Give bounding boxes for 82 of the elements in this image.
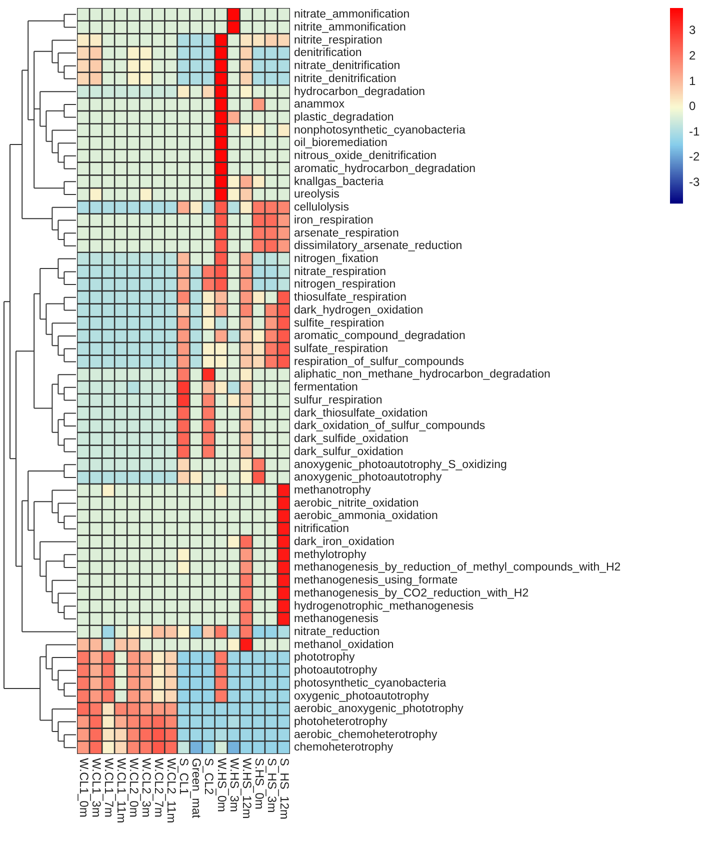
- y-tick-label: plastic_degradation: [294, 112, 394, 124]
- x-tick-label: W.CL2_11m: [164, 758, 179, 824]
- x-tick-label: Green_mat: [190, 758, 204, 819]
- y-tick-label: respiration_of_sulfur_compounds: [294, 356, 464, 368]
- y-tick-label: chemoheterotrophy: [294, 742, 394, 754]
- y-tick-label: aliphatic_non_methane_hydrocarbon_degradation: [294, 368, 550, 381]
- y-tick-label: aromatic_compound_degradation: [294, 330, 466, 342]
- color-bar-label: -1: [689, 124, 700, 138]
- y-tick-label: iron_respiration: [294, 214, 374, 226]
- y-tick-label: sulfate_respiration: [294, 343, 388, 356]
- y-tick-label: nitrous_oxide_denitrification: [294, 150, 437, 162]
- y-tick-label: oxygenic_photoautotrophy: [294, 690, 430, 702]
- x-tick-label: W.CL1_3m: [89, 758, 104, 818]
- y-tick-label: nitrogen_respiration: [294, 278, 396, 291]
- y-tick-label: nitrate_denitrification: [294, 60, 400, 72]
- y-tick-label: nitrite_denitrification: [294, 72, 396, 85]
- color-bar-label: -3: [689, 175, 700, 190]
- y-tick-label: nitrite_respiration: [294, 34, 382, 46]
- y-tick-label: anoxygenic_photoautotrophy: [294, 472, 442, 484]
- y-tick-label: methanotrophy: [294, 484, 371, 496]
- y-tick-label: methylotrophy: [294, 548, 366, 561]
- y-tick-label: denitrification: [294, 47, 362, 60]
- y-tick-label: dark_oxidation_of_sulfur_compounds: [294, 420, 486, 432]
- y-tick-label: nitrification: [294, 523, 349, 536]
- y-tick-label: arsenate_respiration: [294, 227, 399, 240]
- y-tick-label: aerobic_nitrite_oxidation: [294, 497, 419, 510]
- y-tick-label: hydrogenotrophic_methanogenesis: [294, 600, 474, 612]
- y-tick-label: dark_iron_oxidation: [294, 536, 394, 548]
- y-tick-label: dark_sulfur_oxidation: [294, 446, 404, 458]
- y-tick-label: dark_hydrogen_oxidation: [294, 304, 424, 316]
- y-tick-label: nitrate_ammonification: [294, 8, 410, 21]
- x-tick-label: S_HS_3m: [264, 758, 279, 813]
- y-tick-label: dark_sulfide_oxidation: [294, 433, 408, 446]
- y-tick-label: phototrophy: [294, 652, 355, 664]
- y-tick-label: methanogenesis_using_formate: [294, 574, 458, 587]
- y-tick-label: sulfur_respiration: [294, 394, 382, 406]
- y-tick-label: methanogenesis_by_CO2_reduction_with_H2: [294, 587, 529, 600]
- x-tick-label: S_HS_12m: [277, 758, 292, 820]
- x-tick-label: W.CL1_0m: [76, 758, 91, 818]
- y-tick-label: dark_thiosulfate_oxidation: [294, 407, 428, 420]
- y-tick-label: nitrite_ammonification: [294, 21, 406, 34]
- y-tick-label: anoxygenic_photoautotrophy_S_oxidizing: [294, 458, 507, 471]
- y-tick-label: thiosulfate_respiration: [294, 292, 407, 304]
- color-bar-label: -2: [689, 150, 700, 164]
- x-tick-label: W.CL2_0m: [127, 758, 142, 818]
- x-tick-label: W.CL2_3m: [140, 758, 154, 818]
- y-tick-label: aerobic_ammonia_oxidation: [294, 510, 438, 522]
- y-tick-label: dissimilatory_arsenate_reduction: [294, 240, 462, 252]
- y-tick-label: methanogenesis: [294, 613, 379, 626]
- y-tick-label: fermentation: [294, 382, 358, 394]
- y-tick-label: aromatic_hydrocarbon_degradation: [294, 162, 476, 175]
- x-tick-label: W.HS_3m: [227, 758, 242, 812]
- y-tick-label: methanogenesis_by_reduction_of_methyl_compounds_with_H2: [294, 562, 621, 574]
- x-tick-label: W.HS_12m: [240, 758, 254, 819]
- y-tick-label: methanol_oxidation: [294, 638, 394, 651]
- y-tick-label: aerobic_anoxygenic_phototrophy: [294, 703, 464, 716]
- y-tick-label: nonphotosynthetic_cyanobacteria: [294, 124, 466, 136]
- color-bar-label: 3: [689, 23, 696, 38]
- y-tick-label: photosynthetic_cyanobacteria: [294, 677, 447, 690]
- y-tick-label: sulfite_respiration: [294, 317, 384, 330]
- x-tick-label: W.CL1_11m: [114, 758, 129, 824]
- y-tick-label: anammox: [294, 98, 345, 111]
- y-tick-label: nitrate_respiration: [294, 266, 386, 278]
- y-tick-label: aerobic_chemoheterotrophy: [294, 728, 438, 741]
- x-tick-label: W.CL2_7m: [152, 758, 166, 818]
- x-tick-label: S_CL1: [177, 758, 192, 796]
- y-tick-label: photoheterotrophy: [294, 716, 388, 728]
- y-tick-label: hydrocarbon_degradation: [294, 86, 426, 98]
- x-tick-label: S.HS_0m: [252, 758, 266, 810]
- y-tick-label: ureolysis: [294, 188, 340, 201]
- y-tick-label: nitrate_reduction: [294, 626, 380, 638]
- x-tick-label: S_CL2: [202, 758, 216, 796]
- x-tick-label: W.HS_0m: [214, 758, 229, 812]
- y-tick-label: photoautotrophy: [294, 664, 378, 677]
- color-bar-label: 2: [689, 48, 696, 62]
- y-tick-label: oil_bioremediation: [294, 137, 388, 150]
- y-tick-label: nitrogen_fixation: [294, 252, 378, 265]
- color-bar-label: 1: [689, 74, 696, 88]
- y-tick-label: knallgas_bacteria: [294, 176, 384, 188]
- y-tick-label: cellulolysis: [294, 202, 350, 214]
- x-tick-label: W.CL1_7m: [102, 758, 116, 818]
- color-bar-label: 0: [689, 99, 696, 114]
